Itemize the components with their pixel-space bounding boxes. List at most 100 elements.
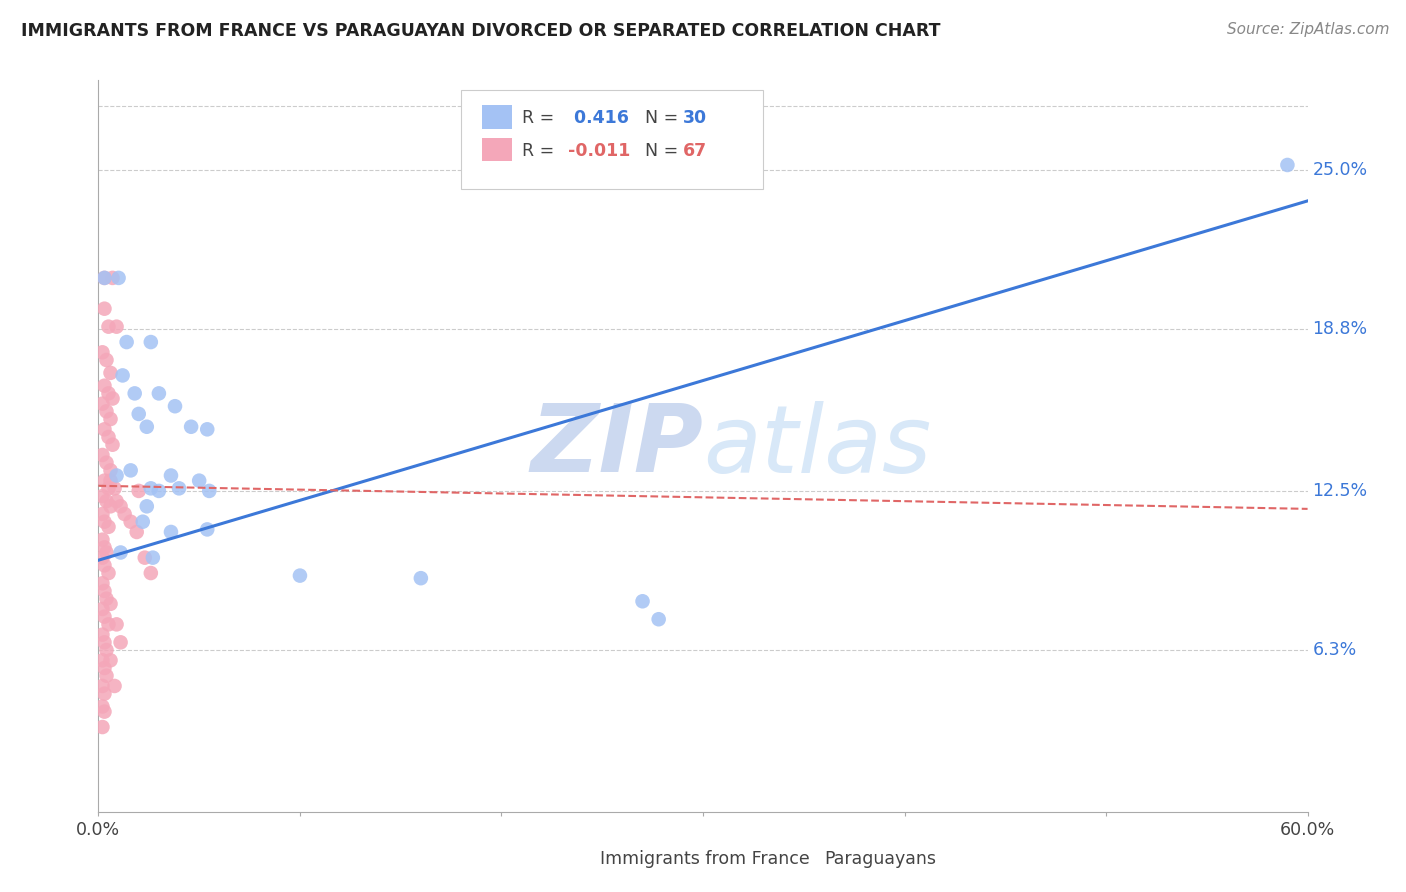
Point	[93, 474, 115, 488]
Text: ZIP: ZIP	[530, 400, 703, 492]
Point	[91, 720, 114, 734]
Point	[91, 627, 114, 641]
Point	[93, 378, 115, 392]
Point	[91, 550, 114, 565]
Point	[647, 612, 669, 626]
Point	[139, 481, 162, 495]
Point	[96, 669, 118, 683]
Text: atlas: atlas	[703, 401, 931, 491]
Point	[103, 679, 125, 693]
Point	[96, 494, 118, 508]
Point	[91, 602, 114, 616]
Point	[91, 397, 114, 411]
Point	[100, 653, 122, 667]
Point	[93, 422, 115, 436]
Text: 67: 67	[682, 142, 707, 161]
Point	[100, 500, 122, 514]
Point	[93, 271, 115, 285]
Point	[91, 533, 114, 547]
Point	[105, 468, 128, 483]
Point	[198, 483, 221, 498]
Text: R =: R =	[522, 110, 560, 128]
Point	[96, 404, 118, 418]
Point	[101, 392, 124, 406]
Point	[134, 550, 156, 565]
Text: IMMIGRANTS FROM FRANCE VS PARAGUAYAN DIVORCED OR SEPARATED CORRELATION CHART: IMMIGRANTS FROM FRANCE VS PARAGUAYAN DIV…	[21, 22, 941, 40]
Point	[93, 301, 115, 316]
Point	[120, 515, 142, 529]
Text: 6.3%: 6.3%	[1312, 641, 1357, 659]
Text: 25.0%: 25.0%	[1312, 161, 1368, 179]
Point	[100, 463, 122, 477]
Point	[160, 524, 183, 539]
Point	[107, 271, 129, 285]
Text: Source: ZipAtlas.com: Source: ZipAtlas.com	[1226, 22, 1389, 37]
Point	[195, 422, 218, 436]
Point	[93, 515, 115, 529]
Text: R =: R =	[522, 142, 560, 161]
Point	[97, 566, 120, 580]
Point	[135, 500, 157, 514]
Point	[135, 419, 157, 434]
Point	[103, 481, 125, 495]
Point	[97, 319, 120, 334]
Point	[93, 687, 115, 701]
Text: 0.416: 0.416	[568, 110, 628, 128]
FancyBboxPatch shape	[482, 105, 512, 128]
Point	[1277, 158, 1299, 172]
Text: Paraguayans: Paraguayans	[824, 849, 936, 868]
Point	[128, 483, 150, 498]
Point	[93, 541, 115, 555]
Point	[188, 474, 211, 488]
Point	[91, 679, 114, 693]
Point	[96, 545, 118, 559]
Point	[96, 353, 118, 368]
Text: 12.5%: 12.5%	[1312, 482, 1368, 500]
Point	[180, 419, 202, 434]
Text: N =: N =	[634, 110, 683, 128]
Point	[125, 524, 148, 539]
Point	[97, 617, 120, 632]
Point	[93, 635, 115, 649]
Point	[93, 271, 115, 285]
Text: -0.011: -0.011	[568, 142, 630, 161]
Point	[100, 366, 122, 380]
Point	[195, 523, 218, 537]
Point	[115, 334, 138, 349]
Point	[110, 545, 132, 559]
Text: N =: N =	[634, 142, 683, 161]
Point	[97, 386, 120, 401]
Point	[139, 334, 162, 349]
Point	[93, 609, 115, 624]
Text: Immigrants from France: Immigrants from France	[600, 849, 810, 868]
FancyBboxPatch shape	[482, 138, 512, 161]
Point	[93, 661, 115, 675]
Point	[110, 635, 132, 649]
Point	[97, 520, 120, 534]
Point	[91, 489, 114, 503]
Point	[120, 463, 142, 477]
Point	[148, 483, 170, 498]
Point	[93, 558, 115, 573]
Point	[167, 481, 190, 495]
Point	[409, 571, 432, 585]
Point	[139, 566, 162, 580]
Point	[93, 705, 115, 719]
FancyBboxPatch shape	[782, 850, 815, 868]
Point	[91, 507, 114, 521]
Point	[96, 591, 118, 606]
Point	[128, 407, 150, 421]
Point	[91, 345, 114, 359]
Point	[631, 594, 654, 608]
Point	[93, 584, 115, 599]
Text: 18.8%: 18.8%	[1312, 320, 1368, 338]
Point	[100, 474, 122, 488]
Point	[124, 386, 146, 401]
Point	[101, 271, 124, 285]
Point	[100, 412, 122, 426]
Point	[132, 515, 155, 529]
Point	[105, 617, 128, 632]
Point	[163, 399, 186, 413]
Point	[100, 597, 122, 611]
Point	[160, 468, 183, 483]
